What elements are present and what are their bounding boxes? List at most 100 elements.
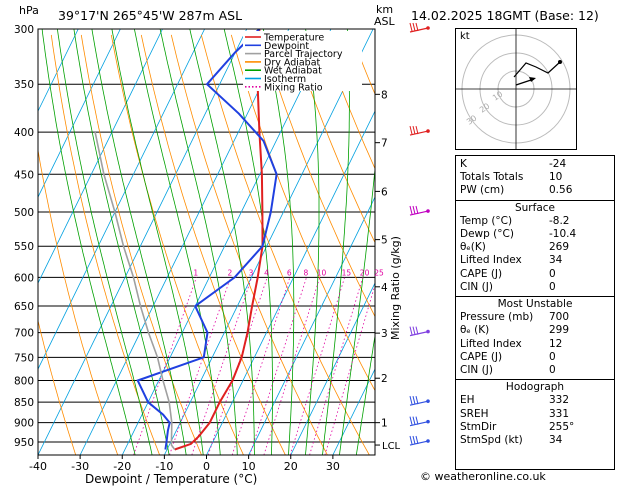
x-tick-label: -30: [71, 460, 89, 473]
dry-adiabat-line: [38, 148, 119, 455]
barb-flag: [409, 416, 413, 425]
mixing-ratio-line: [231, 277, 291, 455]
most-unstable-row-key: θₑ (K): [460, 324, 490, 337]
barb-staff: [409, 27, 429, 33]
axes: 1 2 3 4 6 8 10 15 20 2530035040045050055060065070…: [14, 24, 388, 473]
pressure-tick-label: 450: [14, 169, 34, 181]
surface-row-key: θₑ(K): [460, 241, 486, 254]
dry-adiabat-line: [50, 34, 160, 455]
footer-credit: © weatheronline.co.uk: [420, 470, 546, 483]
pressure-tick-label: 350: [14, 79, 34, 91]
lcl-label: LCL: [382, 441, 401, 452]
mixing-ratio-line: [324, 283, 375, 455]
barb-flag: [415, 125, 419, 135]
index-row-value: 10: [549, 171, 563, 184]
surface-row-value: -8.2: [549, 214, 570, 227]
mixing-ratio-line: [249, 277, 307, 455]
dewpoint-line: [136, 29, 278, 450]
mixing-ratio-label: 10: [317, 268, 327, 277]
wet-adiabat-line: [41, 29, 136, 455]
barb-dot: [426, 399, 430, 403]
barb-flag: [409, 435, 413, 445]
wind-barb: [409, 326, 430, 337]
km-tick-label: 7: [381, 138, 388, 150]
pressure-tick-label: 800: [14, 375, 34, 387]
most-unstable-row: Lifted Index 12: [460, 338, 610, 350]
hodograph-panel: kt 10 20 30: [455, 28, 577, 150]
most-unstable-title: Most Unstable: [497, 298, 573, 310]
surface-row-value: 34: [549, 254, 563, 267]
wind-barb: [409, 435, 430, 446]
barb-flag: [409, 396, 413, 405]
surface-divider: [456, 199, 614, 201]
mixing-ratio-line: [289, 277, 345, 455]
surface-row-key: Lifted Index: [460, 254, 522, 267]
most-unstable-row-key: CIN (J): [460, 364, 493, 376]
mixing-ratio-label: 1: [193, 268, 198, 277]
hodo-trace: [513, 61, 561, 78]
surface-row-value: -10.4: [549, 228, 577, 240]
barb-flag: [412, 416, 416, 425]
km-tick-label: 3: [381, 328, 388, 340]
wet-adiabat-line: [111, 29, 204, 455]
mixing-ratio-label: 25: [374, 268, 384, 277]
km-tick-label: 6: [381, 186, 388, 198]
index-row-value: -24: [549, 158, 567, 170]
barb-dot: [426, 129, 430, 133]
wet-adiabat-line: [305, 29, 320, 455]
most-unstable-row-key: CAPE (J): [460, 350, 503, 363]
hodograph-stats-row-key: EH: [460, 394, 475, 407]
hodo-end-point: [558, 60, 562, 64]
surface-row-key: Temp (°C): [460, 214, 513, 227]
index-row-key: Totals Totals: [460, 171, 524, 184]
pressure-tick-label: 700: [14, 328, 34, 340]
mixing-ratio-line: [263, 277, 321, 455]
pressure-tick-label: 400: [14, 127, 34, 139]
x-tick-label: 20: [284, 460, 298, 473]
hodograph-stats-row: StmDir 255°: [460, 421, 610, 433]
wet-adiabat-line: [262, 29, 295, 455]
isotherm-line: [38, 29, 163, 284]
surface-row-value: 0: [549, 280, 556, 293]
surface-row: Lifted Index 34: [460, 254, 610, 266]
legend-label: Isotherm: [264, 74, 306, 85]
barb-flag: [412, 22, 416, 32]
barb-dot: [426, 329, 430, 334]
x-tick-label: -20: [113, 460, 131, 473]
hodograph-stats-row-key: StmSpd (kt): [460, 434, 523, 446]
wet-adiabat-line: [57, 29, 153, 455]
barb-staff: [409, 421, 429, 427]
hodograph-stats-row: SREH 331: [460, 408, 610, 420]
km-unit-label: km: [376, 3, 393, 16]
mixing-ratio-line: [169, 277, 231, 455]
hodo-unit: kt: [460, 31, 470, 42]
hodograph-stats-divider: [456, 379, 614, 381]
dry-adiabat-line: [320, 34, 375, 170]
barb-dot: [426, 419, 430, 424]
x-tick-label: 30: [326, 460, 340, 473]
legend-label: Mixing Ratio: [264, 82, 323, 93]
x-axis-label: Dewpoint / Temperature (°C): [85, 472, 257, 486]
barb-flag: [412, 435, 416, 445]
wind-barb: [409, 205, 430, 216]
mixing-ratio-label: 20: [360, 268, 370, 277]
km-tick-label: 1: [381, 418, 388, 430]
wet-adiabat-line: [134, 29, 221, 455]
most-unstable-row: CIN (J) 0: [460, 364, 610, 376]
mixing-ratio-line: [133, 277, 197, 455]
most-unstable-row: θₑ (K) 299: [460, 324, 610, 336]
index-row: K -24: [460, 158, 610, 170]
profile-series: [94, 29, 278, 451]
surface-row-value: 0: [549, 267, 556, 280]
mixing-ratio-label: 2: [228, 268, 233, 277]
legend-label: Temperature: [263, 33, 324, 44]
wet-adiabat-line: [339, 165, 375, 455]
barb-staff: [409, 440, 429, 446]
hodograph-plot: kt 10 20 30: [456, 29, 576, 149]
pressure-tick-label: 500: [14, 207, 34, 219]
surface-row: CIN (J) 0: [460, 281, 610, 293]
dry-adiabat-line: [290, 34, 375, 244]
surface-row: CAPE (J) 0: [460, 268, 610, 280]
legend-label: Dry Adiabat: [264, 57, 321, 68]
hodograph-stats-title: Hodograph: [505, 381, 565, 394]
